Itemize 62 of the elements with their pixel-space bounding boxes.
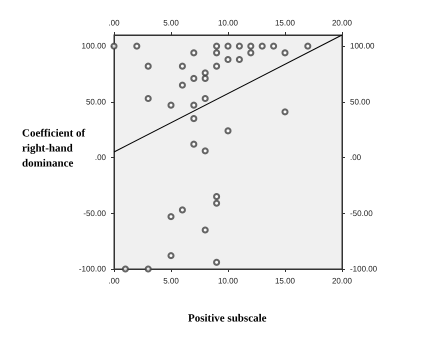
point xyxy=(190,49,198,56)
y-tick-label: 50.00 xyxy=(86,97,107,106)
x-axis-title: Positive subscale xyxy=(188,312,267,324)
x2-tick-label: 10.00 xyxy=(218,18,239,28)
point xyxy=(304,42,312,50)
point xyxy=(202,147,209,154)
y2-tick-label: 50.00 xyxy=(350,97,371,106)
point xyxy=(122,266,129,272)
point xyxy=(168,102,174,109)
point xyxy=(178,62,186,70)
point xyxy=(178,206,186,214)
point xyxy=(190,74,198,82)
point xyxy=(258,42,266,50)
y2-tick-label: .00 xyxy=(350,153,362,162)
point xyxy=(213,49,220,56)
point xyxy=(144,95,152,102)
point xyxy=(144,62,152,70)
x-tick-label: 20.00 xyxy=(332,276,353,286)
point xyxy=(213,42,220,50)
y2-tick-label: -50.00 xyxy=(350,208,374,218)
point xyxy=(168,252,174,260)
x2-tick-label: 5.00 xyxy=(163,18,180,28)
point xyxy=(213,200,220,207)
x2-tick-label: 20.00 xyxy=(332,18,353,28)
point xyxy=(213,258,220,266)
point xyxy=(178,82,186,89)
y2-tick-label: -100.00 xyxy=(350,264,378,274)
x-tick-label: 10.00 xyxy=(218,276,239,286)
y-axis-title: Coefficient of right-hand dominance xyxy=(22,128,88,170)
point xyxy=(213,193,220,200)
point xyxy=(224,127,232,134)
point xyxy=(202,95,209,102)
point xyxy=(282,108,288,116)
point xyxy=(144,266,152,272)
x2-tick-label: 15.00 xyxy=(274,18,296,28)
point xyxy=(236,42,243,50)
point xyxy=(270,42,278,50)
point xyxy=(190,102,198,109)
y2-tick-label: 100.00 xyxy=(350,42,376,51)
x-tick-label: 15.00 xyxy=(274,276,296,286)
point xyxy=(213,62,220,70)
point xyxy=(168,213,174,220)
y-tick-label: 100.00 xyxy=(82,42,107,51)
point xyxy=(236,56,243,64)
point xyxy=(190,140,198,148)
point xyxy=(202,74,209,82)
point xyxy=(110,42,118,50)
point xyxy=(247,42,254,50)
point xyxy=(133,42,140,50)
y-tick-label: -100.00 xyxy=(78,264,107,274)
x-tick-label: 5.00 xyxy=(163,276,180,286)
y-tick-label: .00 xyxy=(94,153,107,162)
point xyxy=(247,49,254,56)
point xyxy=(190,115,198,122)
point xyxy=(282,49,288,56)
y-tick-label: -50.00 xyxy=(83,208,107,218)
point xyxy=(224,56,232,64)
x2-tick-label: .00 xyxy=(108,18,120,28)
x-tick-label: .00 xyxy=(108,276,120,286)
point xyxy=(224,42,232,50)
point xyxy=(202,69,209,76)
point xyxy=(202,226,209,234)
